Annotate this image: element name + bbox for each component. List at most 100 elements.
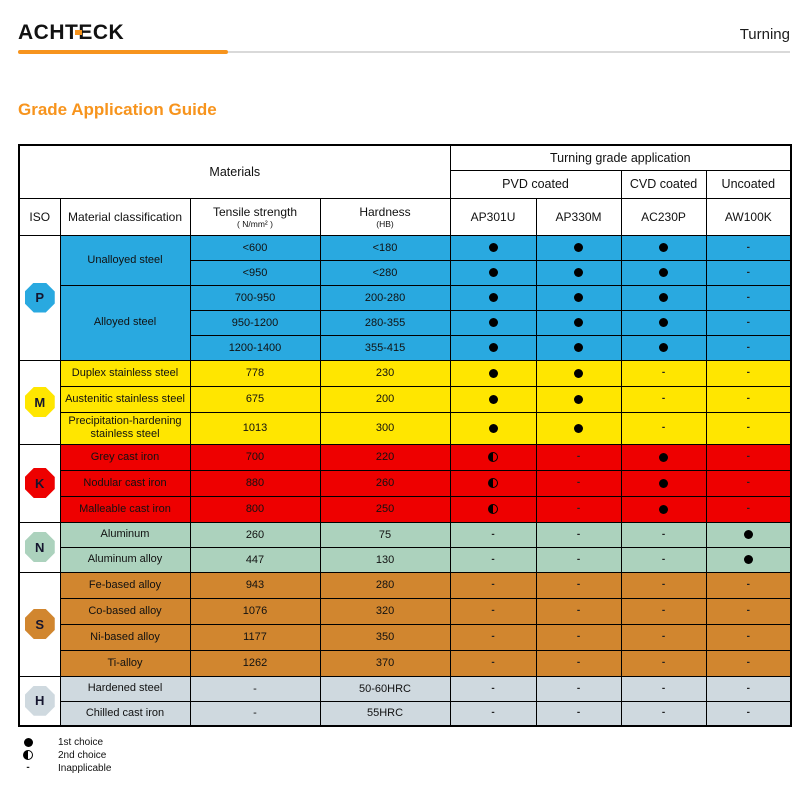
choice-mark <box>659 318 669 328</box>
application-header-cell: Turning grade application <box>449 144 792 171</box>
classification-cell: Duplex stainless steel <box>59 359 191 387</box>
choice-mark <box>574 243 584 253</box>
legend-label: 1st choice <box>58 736 104 748</box>
tensile-cell: <600 <box>189 234 321 261</box>
choice-mark: - <box>746 266 750 278</box>
choice-mark <box>488 423 498 433</box>
choice-mark: - <box>661 553 666 565</box>
choice-mark: - <box>491 605 495 617</box>
classification-cell: Aluminum alloy <box>59 546 191 573</box>
grade-mark-cell: - <box>705 623 792 651</box>
grade-mark-cell <box>449 469 537 497</box>
grade-mark-cell: - <box>620 623 707 651</box>
hardness-cell: 280 <box>319 571 451 599</box>
hardness-cell: 250 <box>319 495 451 523</box>
choice-mark: - <box>746 682 750 694</box>
grade-mark-cell: - <box>535 649 622 677</box>
table-row: S Fe-based alloy 943 280 - - - - <box>18 571 792 677</box>
column-header-row: ISO Material classification Tensile stre… <box>18 197 792 236</box>
grade-header-aw100k: AW100K <box>705 197 792 236</box>
choice-mark: - <box>661 682 666 694</box>
grade-mark-cell: - <box>705 443 792 471</box>
tensile-cell: 880 <box>189 469 321 497</box>
tensile-cell: 260 <box>189 521 321 548</box>
hardness-cell: 370 <box>319 649 451 677</box>
classification-cell: Aluminum <box>59 521 191 548</box>
choice-mark: - <box>576 503 581 515</box>
classification-cell: Nodular cast iron <box>59 469 191 497</box>
choice-mark <box>488 394 498 404</box>
iso-cell-h: H <box>18 675 61 727</box>
choice-mark: - <box>491 707 495 719</box>
choice-mark: - <box>576 553 581 565</box>
classification-cell: Ti-alloy <box>59 649 191 677</box>
grade-mark-cell: - <box>535 469 622 497</box>
iso-cell-n: N <box>18 521 61 573</box>
choice-mark: - <box>661 631 666 643</box>
table-row: M Duplex stainless steel 778 230 - - <box>18 359 792 445</box>
second-choice-icon <box>20 750 36 760</box>
hardness-unit: (HB) <box>376 218 394 229</box>
uncoated-cell: Uncoated <box>705 169 792 199</box>
choice-mark: - <box>491 657 495 669</box>
grade-mark-cell: - <box>535 623 622 651</box>
grade-mark-cell: - <box>620 700 707 727</box>
choice-mark <box>659 243 669 253</box>
grade-mark-cell: - <box>620 597 707 625</box>
table-row: P Unalloyed steel <600 <180 - <box>18 234 792 361</box>
choice-mark: - <box>661 528 666 540</box>
choice-mark: - <box>746 631 750 643</box>
hardness-cell: 130 <box>319 546 451 573</box>
choice-mark: - <box>746 451 750 463</box>
grade-mark-cell <box>620 259 707 286</box>
grade-mark-cell: - <box>535 675 622 702</box>
tensile-cell: <950 <box>189 259 321 286</box>
choice-mark <box>659 452 669 462</box>
choice-mark <box>659 504 669 514</box>
choice-mark <box>574 394 584 404</box>
choice-mark <box>659 478 669 488</box>
tensile-cell: 675 <box>189 385 321 413</box>
table-row: Nodular cast iron 880 260 - - <box>19 469 792 497</box>
iso-column-header: ISO <box>18 197 61 236</box>
grade-mark-cell <box>535 284 622 311</box>
choice-mark: - <box>491 553 495 565</box>
grade-mark-cell: - <box>620 571 707 599</box>
grade-mark-cell: - <box>535 443 622 471</box>
table-row: Aluminum alloy 447 130 - - - <box>19 546 792 573</box>
tensile-cell: 1200-1400 <box>189 334 321 361</box>
grade-mark-cell: - <box>449 546 537 573</box>
choice-mark: - <box>746 503 750 515</box>
choice-mark <box>659 293 669 303</box>
choice-mark <box>488 478 499 489</box>
choice-mark: - <box>576 657 581 669</box>
hardness-cell: 50-60HRC <box>319 675 451 702</box>
grade-mark-cell: - <box>705 700 792 727</box>
tensile-cell: 1177 <box>189 623 321 651</box>
choice-mark: - <box>661 605 666 617</box>
legend-row-inapplicable: - Inapplicable <box>20 762 790 774</box>
tensile-cell: - <box>189 675 321 702</box>
brand-logo-text: ACHTECK <box>18 21 125 44</box>
choice-mark: - <box>576 631 581 643</box>
grade-header-ac230p: AC230P <box>620 197 707 236</box>
grade-mark-cell <box>620 234 707 261</box>
legend-label: Inapplicable <box>58 762 112 774</box>
choice-mark: - <box>576 682 581 694</box>
grade-mark-cell: - <box>705 309 792 336</box>
hardness-cell: 55HRC <box>319 700 451 727</box>
classification-cell: Unalloyed steel <box>59 234 191 286</box>
choice-mark: - <box>661 579 666 591</box>
coating-header-row: PVD coated CVD coated Uncoated <box>19 169 792 199</box>
grade-mark-cell <box>620 334 707 361</box>
grade-mark-cell <box>449 284 537 311</box>
tensile-column-header: Tensile strength ( N/mm² ) <box>189 197 321 236</box>
choice-mark: - <box>576 528 581 540</box>
choice-mark <box>659 268 669 278</box>
grade-mark-cell: - <box>449 675 537 702</box>
choice-mark: - <box>576 707 581 719</box>
table-row: N Aluminum 260 75 - - - <box>18 521 792 573</box>
hardness-cell: 200-280 <box>319 284 451 311</box>
classification-cell: Fe-based alloy <box>59 571 191 599</box>
choice-mark <box>574 423 584 433</box>
